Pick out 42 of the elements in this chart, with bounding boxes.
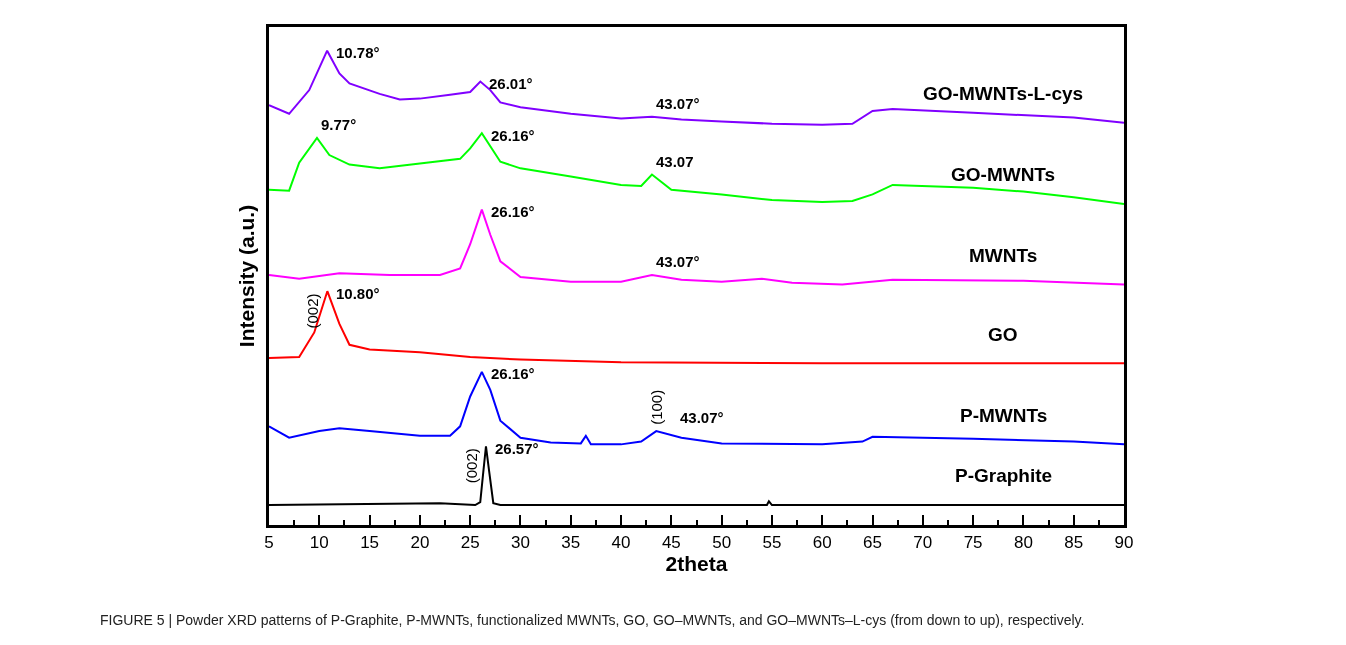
series-label: MWNTs [969,245,1038,266]
annotation: 10.78° [336,44,380,61]
x-tick-label: 25 [460,533,480,553]
annotation: 10.80° [336,285,380,302]
x-tick-label: 90 [1114,533,1134,553]
x-tick-label: 75 [963,533,983,553]
x-tick-label: 60 [812,533,832,553]
x-tick-label: 10 [309,533,329,553]
annotation: 26.01° [489,75,533,92]
x-tick-label: 65 [863,533,882,553]
annotation: (002) [462,448,480,484]
x-tick-label: 35 [561,533,581,553]
x-tick-label: 70 [913,533,933,553]
x-tick-label: 55 [762,533,782,553]
annotation: 43.07° [656,253,700,270]
series-label: GO-MWNTs-L-cys [923,83,1084,104]
y-axis-title: Intensity (a.u.) [235,204,259,348]
series-label: P-MWNTs [960,405,1048,426]
caption: FIGURE 5 | Powder XRD patterns of P-Graphite, P-MWNTs, functionalized MWNTs, GO, GO–MWNTs, and GO–MWNTs–L-cys (from down to up), respectively. [100,612,1085,628]
annotation: (100) [647,389,665,425]
annotation: 43.07° [656,95,700,112]
annotation: 26.57° [495,440,539,457]
x-tick-label: 15 [360,533,380,553]
x-tick-label: 45 [661,533,681,553]
annotation: 9.77° [321,116,357,133]
x-tick-label: 50 [712,533,732,553]
annotation: 26.16° [491,203,535,220]
x-tick-label: 40 [611,533,631,553]
series-label: P-Graphite [955,465,1053,486]
x-tick-label: 20 [410,533,430,553]
annotation: 26.16° [491,365,535,382]
x-tick-label: 85 [1064,533,1084,553]
x-tick-label: 30 [511,533,530,553]
annotation: 43.07 [656,153,694,170]
annotation: 43.07° [680,409,724,426]
series-label: GO-MWNTs [951,164,1056,185]
x-tick-label: 80 [1013,533,1033,553]
x-axis-title: 2theta [665,552,728,576]
annotation: (002) [304,293,322,329]
series-label: GO [988,324,1018,345]
annotation: 26.16° [491,127,535,144]
x-tick-label: 5 [264,533,274,553]
